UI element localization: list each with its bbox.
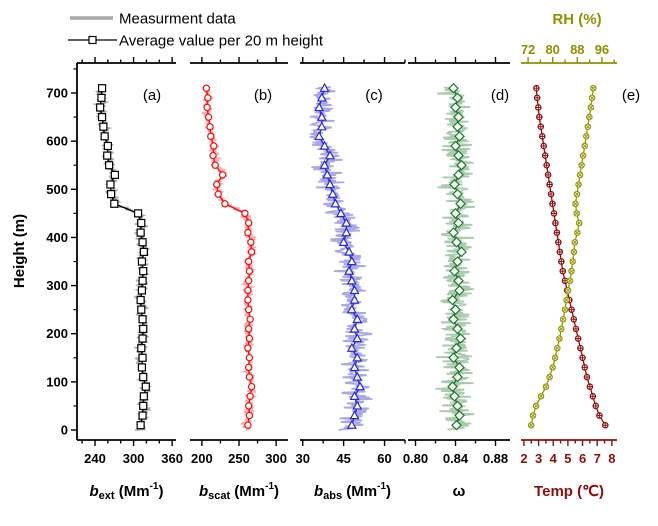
rh-tick-label: 80 xyxy=(545,42,559,57)
rh-tick-label: 96 xyxy=(595,42,609,57)
panel-letter-d: (d) xyxy=(491,87,509,104)
rh-axis-title: RH (%) xyxy=(552,11,601,28)
y-tick-label: 700 xyxy=(46,86,68,101)
y-tick-label: 400 xyxy=(46,230,68,245)
panel-letter-a: (a) xyxy=(143,87,161,104)
panel-d: 0.80 0.84 0.88 ω (d) xyxy=(403,57,510,500)
average-line xyxy=(535,88,606,426)
panel-e: 2 3 4 5 6 7 8 72 80 88 96 Temp (℃) RH (%) (e) xyxy=(520,11,640,500)
x-tick-label: 0.80 xyxy=(403,451,428,466)
temp-axis-title: Temp (℃) xyxy=(534,483,604,500)
panel-b: 200 250 300 bscat (Mm-1) (b) xyxy=(190,57,288,502)
x-tick-label: 300 xyxy=(123,451,145,466)
x-tick-label: 0.84 xyxy=(443,451,469,466)
x-tick-label: 200 xyxy=(191,451,213,466)
temp-tick-label: 8 xyxy=(608,451,615,466)
x-tick-label: 30 xyxy=(295,451,309,466)
temp-tick-label: 2 xyxy=(520,451,527,466)
x-axis-title-d: ω xyxy=(453,483,466,500)
series-temp xyxy=(533,84,609,429)
series-rh xyxy=(527,84,597,429)
temp-tick-label: 6 xyxy=(579,451,586,466)
temp-tick-label: 7 xyxy=(594,451,601,466)
y-axis: 0 100 200 300 400 500 600 700 Height (m) xyxy=(11,63,78,440)
legend-label-measurement-data: Measurment data xyxy=(119,11,236,28)
series-markers xyxy=(533,84,609,429)
panel-a: 240 300 360 bext (Mm-1) (a) xyxy=(77,57,183,502)
x-axis-title-b: bscat (Mm-1) xyxy=(199,481,279,502)
legend-label-average: Average value per 20 m height xyxy=(119,33,324,50)
y-tick-label: 500 xyxy=(46,182,68,197)
x-tick-label: 60 xyxy=(377,451,391,466)
series-markers xyxy=(527,84,597,429)
panel-letter-c: (c) xyxy=(365,87,383,104)
panel-letter-e: (e) xyxy=(622,87,640,104)
measurement-band xyxy=(435,86,475,431)
x-tick-label: 240 xyxy=(84,451,106,466)
x-axis-title-a: bext (Mm-1) xyxy=(90,481,164,502)
y-tick-label: 100 xyxy=(46,374,68,389)
y-tick-label: 300 xyxy=(46,278,68,293)
x-tick-label: 250 xyxy=(228,451,250,466)
rh-tick-label: 88 xyxy=(570,42,584,57)
x-tick-label: 300 xyxy=(265,451,287,466)
series-markers xyxy=(447,82,467,431)
temp-tick-label: 5 xyxy=(564,451,571,466)
panel-letter-b: (b) xyxy=(254,87,272,104)
series-markers xyxy=(202,84,256,429)
temp-tick-label: 3 xyxy=(535,451,542,466)
x-axis-title-c: babs (Mm-1) xyxy=(314,481,391,502)
y-axis-title: Height (m) xyxy=(11,214,28,288)
y-tick-label: 0 xyxy=(61,423,68,438)
y-tick-label: 600 xyxy=(46,134,68,149)
measurement-band xyxy=(308,86,373,431)
x-tick-label: 0.88 xyxy=(483,451,508,466)
series-markers xyxy=(314,82,366,429)
temp-tick-label: 4 xyxy=(550,451,558,466)
rh-tick-label: 72 xyxy=(521,42,535,57)
y-tick-label: 200 xyxy=(46,326,68,341)
legend: Measurment data Average value per 20 m h… xyxy=(68,11,324,50)
series-markers xyxy=(96,84,150,430)
x-tick-label: 45 xyxy=(336,451,350,466)
panel-c: 30 45 60 babs (Mm-1) (c) xyxy=(295,57,406,502)
legend-square-marker-icon xyxy=(88,35,97,45)
x-tick-label: 360 xyxy=(161,451,183,466)
